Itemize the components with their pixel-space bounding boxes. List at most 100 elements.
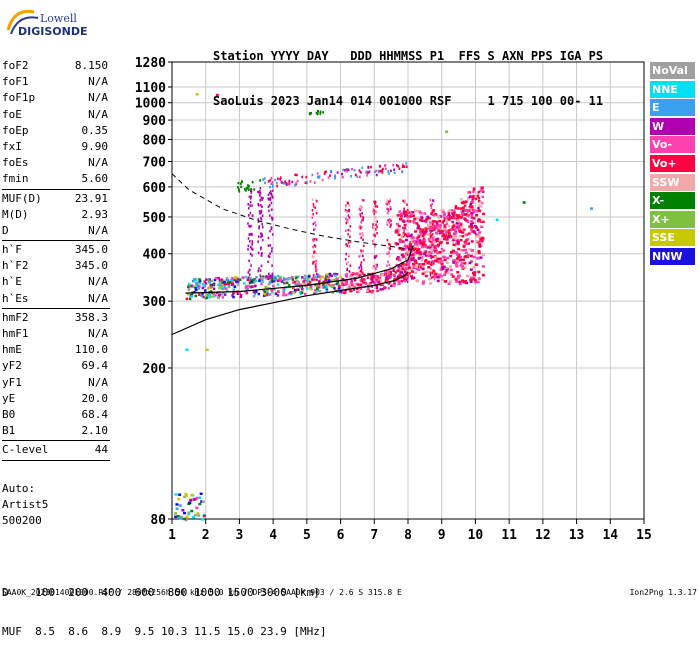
echo-point	[333, 272, 336, 276]
echo-point	[278, 278, 282, 281]
echo-point	[419, 230, 422, 234]
echo-point	[259, 269, 262, 272]
echo-point	[426, 224, 430, 227]
echo-point	[404, 254, 407, 257]
echo-point	[313, 250, 316, 253]
echo-point	[306, 283, 310, 286]
echo-point	[400, 269, 403, 272]
echo-point	[258, 267, 260, 270]
echo-point	[398, 247, 402, 250]
echo-point	[473, 271, 477, 274]
y-tick-label: 500	[143, 211, 167, 226]
param-value: 358.3	[74, 310, 108, 324]
echo-point	[317, 176, 320, 179]
echo-point	[461, 279, 465, 282]
echo-point	[439, 223, 442, 227]
echo-point	[429, 198, 432, 202]
echo-point	[301, 276, 304, 279]
param-label: D	[2, 223, 9, 237]
echo-point	[416, 228, 419, 231]
echo-point	[433, 275, 437, 278]
param-value: N/A	[88, 91, 108, 105]
echo-point	[248, 259, 250, 263]
param-row: foF1p N/A	[2, 90, 110, 106]
echo-point	[432, 220, 434, 223]
echo-point	[252, 278, 255, 282]
echo-point	[389, 198, 391, 201]
echo-point	[389, 270, 393, 274]
echo-point	[349, 225, 352, 228]
echo-point	[400, 235, 404, 238]
echo-point	[305, 175, 308, 179]
echo-point	[387, 251, 390, 255]
echo-point	[421, 265, 425, 268]
echo-point	[447, 282, 451, 285]
echo-point	[296, 173, 298, 177]
echo-point	[250, 188, 253, 191]
lowell-digisonde-logo: Lowell DIGISONDE	[4, 4, 87, 40]
echo-point	[212, 287, 216, 291]
echo-point	[375, 282, 379, 286]
param-value: 2.10	[81, 424, 109, 438]
echo-point	[476, 192, 479, 196]
echo-point	[361, 279, 363, 282]
echo-point	[226, 281, 230, 285]
echo-point	[425, 270, 429, 273]
echo-point	[449, 254, 453, 258]
echo-point	[345, 229, 347, 232]
echo-point	[299, 283, 302, 287]
echo-point	[295, 181, 298, 185]
echo-point	[445, 261, 449, 264]
echo-point	[459, 249, 463, 252]
echo-point	[303, 278, 306, 282]
echo-point	[415, 267, 419, 271]
echo-point	[260, 282, 263, 286]
echo-point	[217, 277, 220, 280]
echo-point	[266, 288, 269, 292]
echo-point	[430, 276, 433, 279]
echo-point	[245, 285, 249, 288]
echo-point	[347, 228, 350, 232]
echo-point	[216, 296, 220, 300]
echo-point	[293, 280, 297, 284]
param-value: N/A	[88, 75, 108, 89]
echo-point	[360, 249, 362, 252]
echo-point	[387, 208, 390, 211]
echo-point	[406, 272, 409, 275]
echo-point	[375, 254, 378, 258]
echo-point	[387, 211, 389, 215]
param-value: 0.35	[81, 123, 109, 137]
echo-point	[260, 196, 263, 199]
y-tick-label: 300	[143, 295, 167, 310]
echo-point	[341, 176, 344, 179]
echo-point	[376, 231, 378, 235]
echo-point	[477, 207, 480, 210]
echo-point	[267, 193, 270, 196]
echo-point	[426, 225, 430, 229]
echo-point	[303, 282, 306, 286]
legend-item: W	[650, 117, 695, 135]
echo-point	[466, 242, 470, 245]
echo-point	[374, 244, 376, 248]
echo-point	[480, 188, 484, 191]
echo-point	[372, 233, 375, 237]
echo-point	[476, 280, 480, 284]
echo-point	[472, 273, 476, 277]
echo-point	[349, 240, 352, 243]
echo-point	[452, 261, 456, 264]
echo-point	[318, 280, 321, 283]
echo-point	[257, 251, 260, 255]
echo-point	[400, 264, 403, 268]
logo-text-digisonde: DIGISONDE	[18, 25, 88, 38]
echo-point	[236, 280, 240, 283]
echo-point	[271, 185, 274, 189]
auto-version: 500200	[2, 514, 42, 527]
echo-point	[347, 202, 350, 205]
echo-point	[190, 493, 194, 497]
x-tick-label: 7	[370, 528, 378, 543]
echo-point	[442, 249, 446, 252]
echo-point	[423, 228, 426, 231]
echo-point	[446, 271, 450, 275]
echo-point	[193, 513, 197, 517]
echo-point	[269, 179, 272, 182]
